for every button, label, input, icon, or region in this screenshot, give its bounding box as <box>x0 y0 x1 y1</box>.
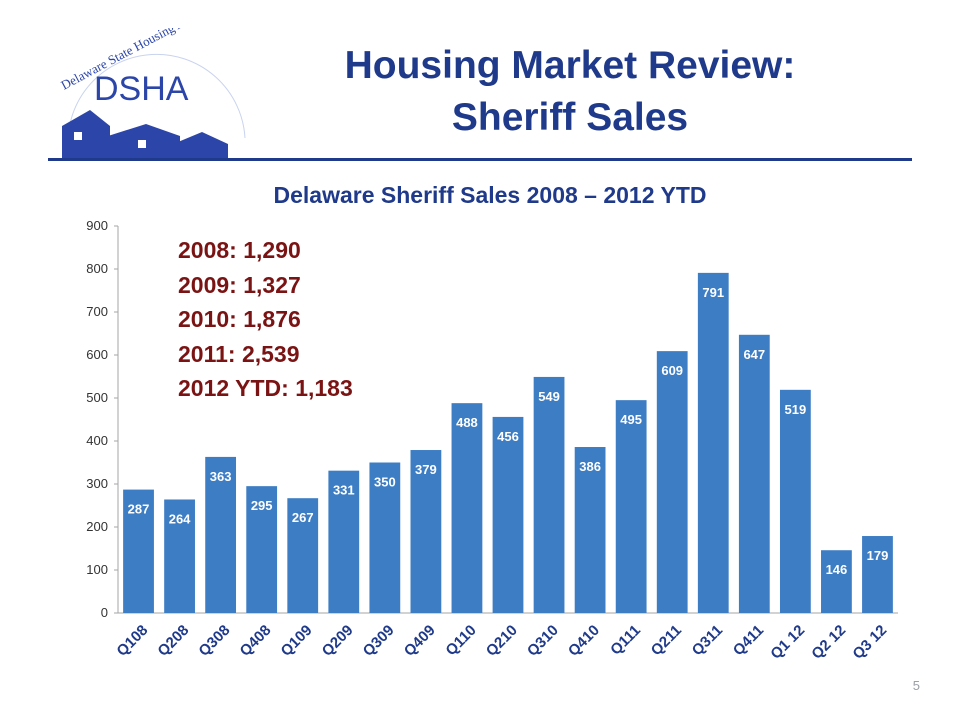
bar <box>164 499 195 613</box>
x-tick-label: Q310 <box>524 622 562 660</box>
bar <box>738 334 770 613</box>
bar-value-label: 146 <box>826 562 848 577</box>
slide-title-line2: Sheriff Sales <box>451 96 689 139</box>
bar-value-label: 495 <box>620 412 642 427</box>
y-tick-label: 0 <box>101 605 108 620</box>
bar <box>246 486 278 613</box>
bar <box>821 550 852 613</box>
bar-value-label: 549 <box>538 389 560 404</box>
bar-value-label: 264 <box>169 511 191 526</box>
x-tick-label: Q409 <box>401 622 439 660</box>
y-tick-label: 100 <box>86 562 108 577</box>
bar-value-label: 379 <box>415 462 437 477</box>
y-tick-label: 600 <box>86 347 108 362</box>
x-tick-label: Q2 12 <box>808 622 849 663</box>
bar-value-label: 350 <box>374 475 396 490</box>
annual-total-2010: 2010: 1,876 <box>178 306 301 332</box>
bar <box>697 272 729 613</box>
x-tick-label: Q308 <box>195 622 233 660</box>
x-tick-label: Q309 <box>360 622 398 660</box>
x-tick-label: Q408 <box>237 622 275 660</box>
y-tick-label: 400 <box>86 433 108 448</box>
bar <box>287 498 319 613</box>
house-icon <box>62 110 110 158</box>
dsha-logo: Delaware State Housing Authority DSHA <box>58 28 246 158</box>
annual-total-2011: 2011: 2,539 <box>178 340 300 367</box>
x-tick-label: Q210 <box>483 622 521 660</box>
bar <box>492 416 524 613</box>
bar <box>451 403 483 613</box>
bar <box>779 389 811 613</box>
bar-value-label: 267 <box>292 510 314 525</box>
bar-value-label: 609 <box>661 363 683 378</box>
bar-value-label: 295 <box>251 498 273 513</box>
bar-value-label: 331 <box>333 483 355 498</box>
bar <box>369 462 401 613</box>
annual-total-2008: 2008: 1,290 <box>178 237 301 263</box>
bar <box>862 536 893 613</box>
x-tick-label: Q211 <box>648 622 685 659</box>
page-number: 5 <box>912 678 920 693</box>
bar-value-label: 287 <box>128 502 150 517</box>
x-tick-label: Q410 <box>565 622 603 660</box>
y-tick-label: 500 <box>86 390 108 405</box>
x-tick-label: Q1 12 <box>767 622 808 663</box>
y-tick-label: 200 <box>86 519 108 534</box>
bar <box>656 351 688 613</box>
x-tick-label: Q3 12 <box>849 622 890 663</box>
slide-title-line1: Housing Market Review: <box>344 44 796 87</box>
x-tick-label: Q311 <box>689 622 726 659</box>
bar-value-label: 386 <box>579 459 601 474</box>
x-tick-label: Q208 <box>154 622 192 660</box>
x-tick-label: Q111 <box>607 622 644 659</box>
bar-value-label: 647 <box>743 347 765 362</box>
bar-value-label: 519 <box>785 402 807 417</box>
annual-total-2012-ytd: 2012 YTD: 1,183 <box>178 375 353 401</box>
x-tick-label: Q411 <box>730 622 767 659</box>
y-tick-label: 900 <box>86 218 108 233</box>
chart-title: Delaware Sheriff Sales 2008 – 2012 YTD <box>273 182 707 208</box>
bar-value-label: 179 <box>867 548 889 563</box>
bar-value-label: 456 <box>497 429 519 444</box>
annual-totals: 2008: 1,290 2009: 1,327 2010: 1,876 2011… <box>178 233 353 406</box>
bar <box>574 447 606 613</box>
bar <box>533 376 565 613</box>
bar-value-label: 488 <box>456 415 478 430</box>
bar <box>205 456 237 613</box>
annual-total-2009: 2009: 1,327 <box>178 271 301 298</box>
x-tick-label: Q110 <box>442 622 479 659</box>
y-tick-label: 800 <box>86 261 108 276</box>
slide-title: Housing Market Review: Sheriff Sales <box>270 40 870 144</box>
bar-value-label: 363 <box>210 469 232 484</box>
bar <box>328 470 360 613</box>
x-tick-label: Q108 <box>113 622 151 660</box>
header-divider <box>48 158 912 161</box>
y-tick-label: 700 <box>86 304 108 319</box>
bar <box>410 450 442 613</box>
bar <box>123 489 154 613</box>
bar <box>615 400 647 613</box>
y-tick-label: 300 <box>86 476 108 491</box>
house-icon <box>178 132 228 158</box>
bar-value-label: 791 <box>702 285 724 300</box>
logo-text: DSHA <box>94 70 189 108</box>
x-tick-label: Q209 <box>319 622 357 660</box>
x-tick-label: Q109 <box>278 622 316 660</box>
